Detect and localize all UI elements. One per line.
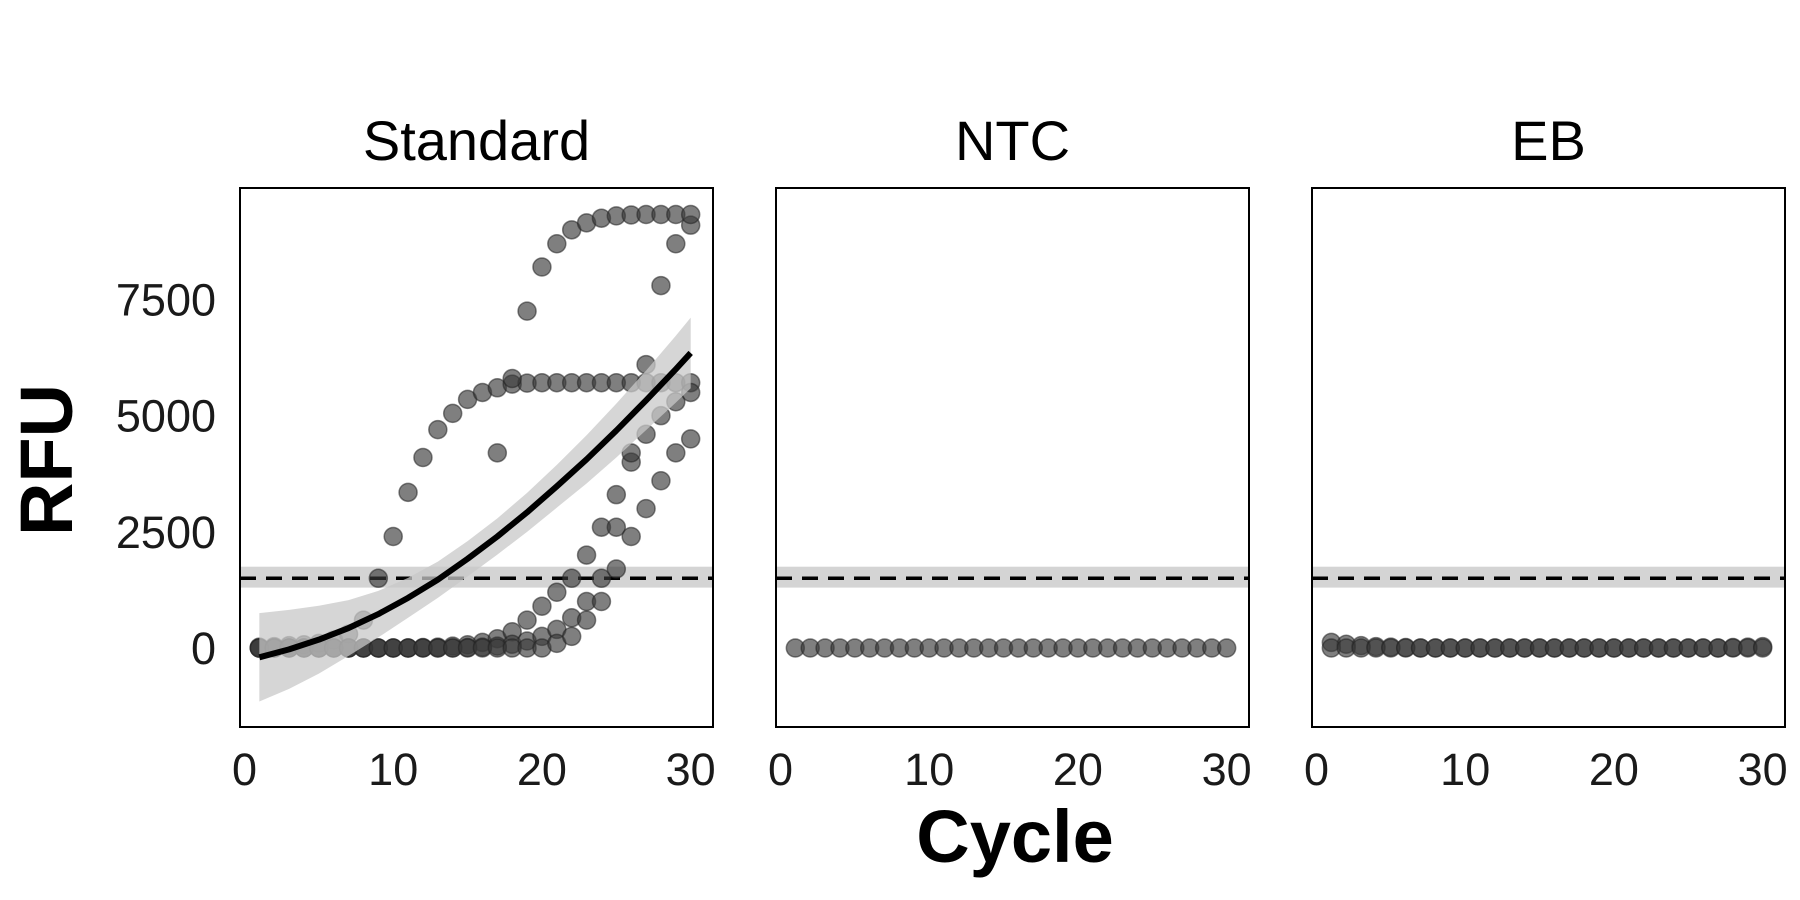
data-point: [606, 559, 627, 579]
plot-area: [1312, 566, 1785, 658]
data-point: [576, 545, 597, 565]
x-tick-label: 20: [1053, 744, 1103, 795]
data-point: [576, 610, 597, 630]
x-tick-label: 0: [232, 744, 257, 795]
data-point: [502, 368, 522, 389]
data-point: [1216, 638, 1237, 658]
panel-border: [1311, 187, 1786, 728]
data-point: [651, 275, 671, 296]
x-axis-title: Cycle: [916, 795, 1113, 878]
data-point: [666, 234, 686, 254]
panel-border: [239, 187, 714, 728]
data-point: [621, 526, 641, 547]
data-point: [621, 443, 641, 463]
data-point: [591, 568, 612, 589]
y-tick-label: 2500: [116, 507, 216, 558]
data-point: [532, 596, 552, 616]
data-point: [561, 626, 582, 647]
x-tick-label: 0: [768, 744, 793, 795]
data-point: [532, 257, 552, 277]
facet-standard: Standard 0 10 20 30: [232, 109, 716, 795]
y-tick-label: 0: [191, 623, 216, 674]
data-point: [368, 568, 389, 589]
data-point: [442, 403, 463, 424]
data-point: [398, 482, 418, 503]
y-tick-label: 7500: [116, 275, 216, 326]
data-point: [428, 419, 448, 440]
fit-ribbon: [259, 317, 691, 702]
plot-area: [240, 204, 713, 702]
facet-ntc: NTC 0 10 20 30: [768, 109, 1252, 795]
data-point: [666, 443, 686, 463]
data-point: [591, 591, 612, 612]
panel-border: [775, 187, 1250, 728]
data-point: [680, 204, 701, 225]
data-point: [547, 582, 567, 602]
data-point: [636, 498, 656, 519]
data-point: [383, 526, 403, 547]
data-point: [547, 234, 567, 254]
fit-line: [258, 350, 693, 661]
facet-panels: Standard 0 10 20 30 NTC 0 10 20 30 EB 0 10 20 30: [232, 109, 1788, 795]
x-tick-label: 10: [368, 744, 418, 795]
data-point: [413, 447, 433, 468]
data-point: [680, 429, 701, 449]
data-point: [517, 301, 537, 321]
y-tick-label: 5000: [116, 391, 216, 442]
x-tick-label: 10: [1440, 744, 1490, 795]
x-tick-label: 0: [1304, 744, 1329, 795]
plot-area: [776, 566, 1249, 658]
x-tick-label: 10: [904, 744, 954, 795]
x-tick-label: 30: [1202, 744, 1252, 795]
data-point: [1752, 638, 1773, 658]
data-point: [606, 517, 627, 537]
y-axis-title: RFU: [5, 384, 88, 536]
x-tick-label: 20: [1589, 744, 1639, 795]
y-axis: 0 2500 5000 7500: [116, 275, 216, 674]
x-tick-label: 30: [666, 744, 716, 795]
facet-title: Standard: [363, 109, 590, 172]
facet-title: NTC: [955, 109, 1070, 172]
x-tick-label: 30: [1738, 744, 1788, 795]
facet-title: EB: [1511, 109, 1586, 172]
x-tick-label: 20: [517, 744, 567, 795]
data-point: [517, 610, 537, 630]
data-point: [561, 568, 582, 589]
data-point: [651, 470, 671, 491]
data-point: [487, 443, 508, 463]
facet-eb: EB 0 10 20 30: [1304, 109, 1788, 795]
data-point: [606, 484, 627, 505]
